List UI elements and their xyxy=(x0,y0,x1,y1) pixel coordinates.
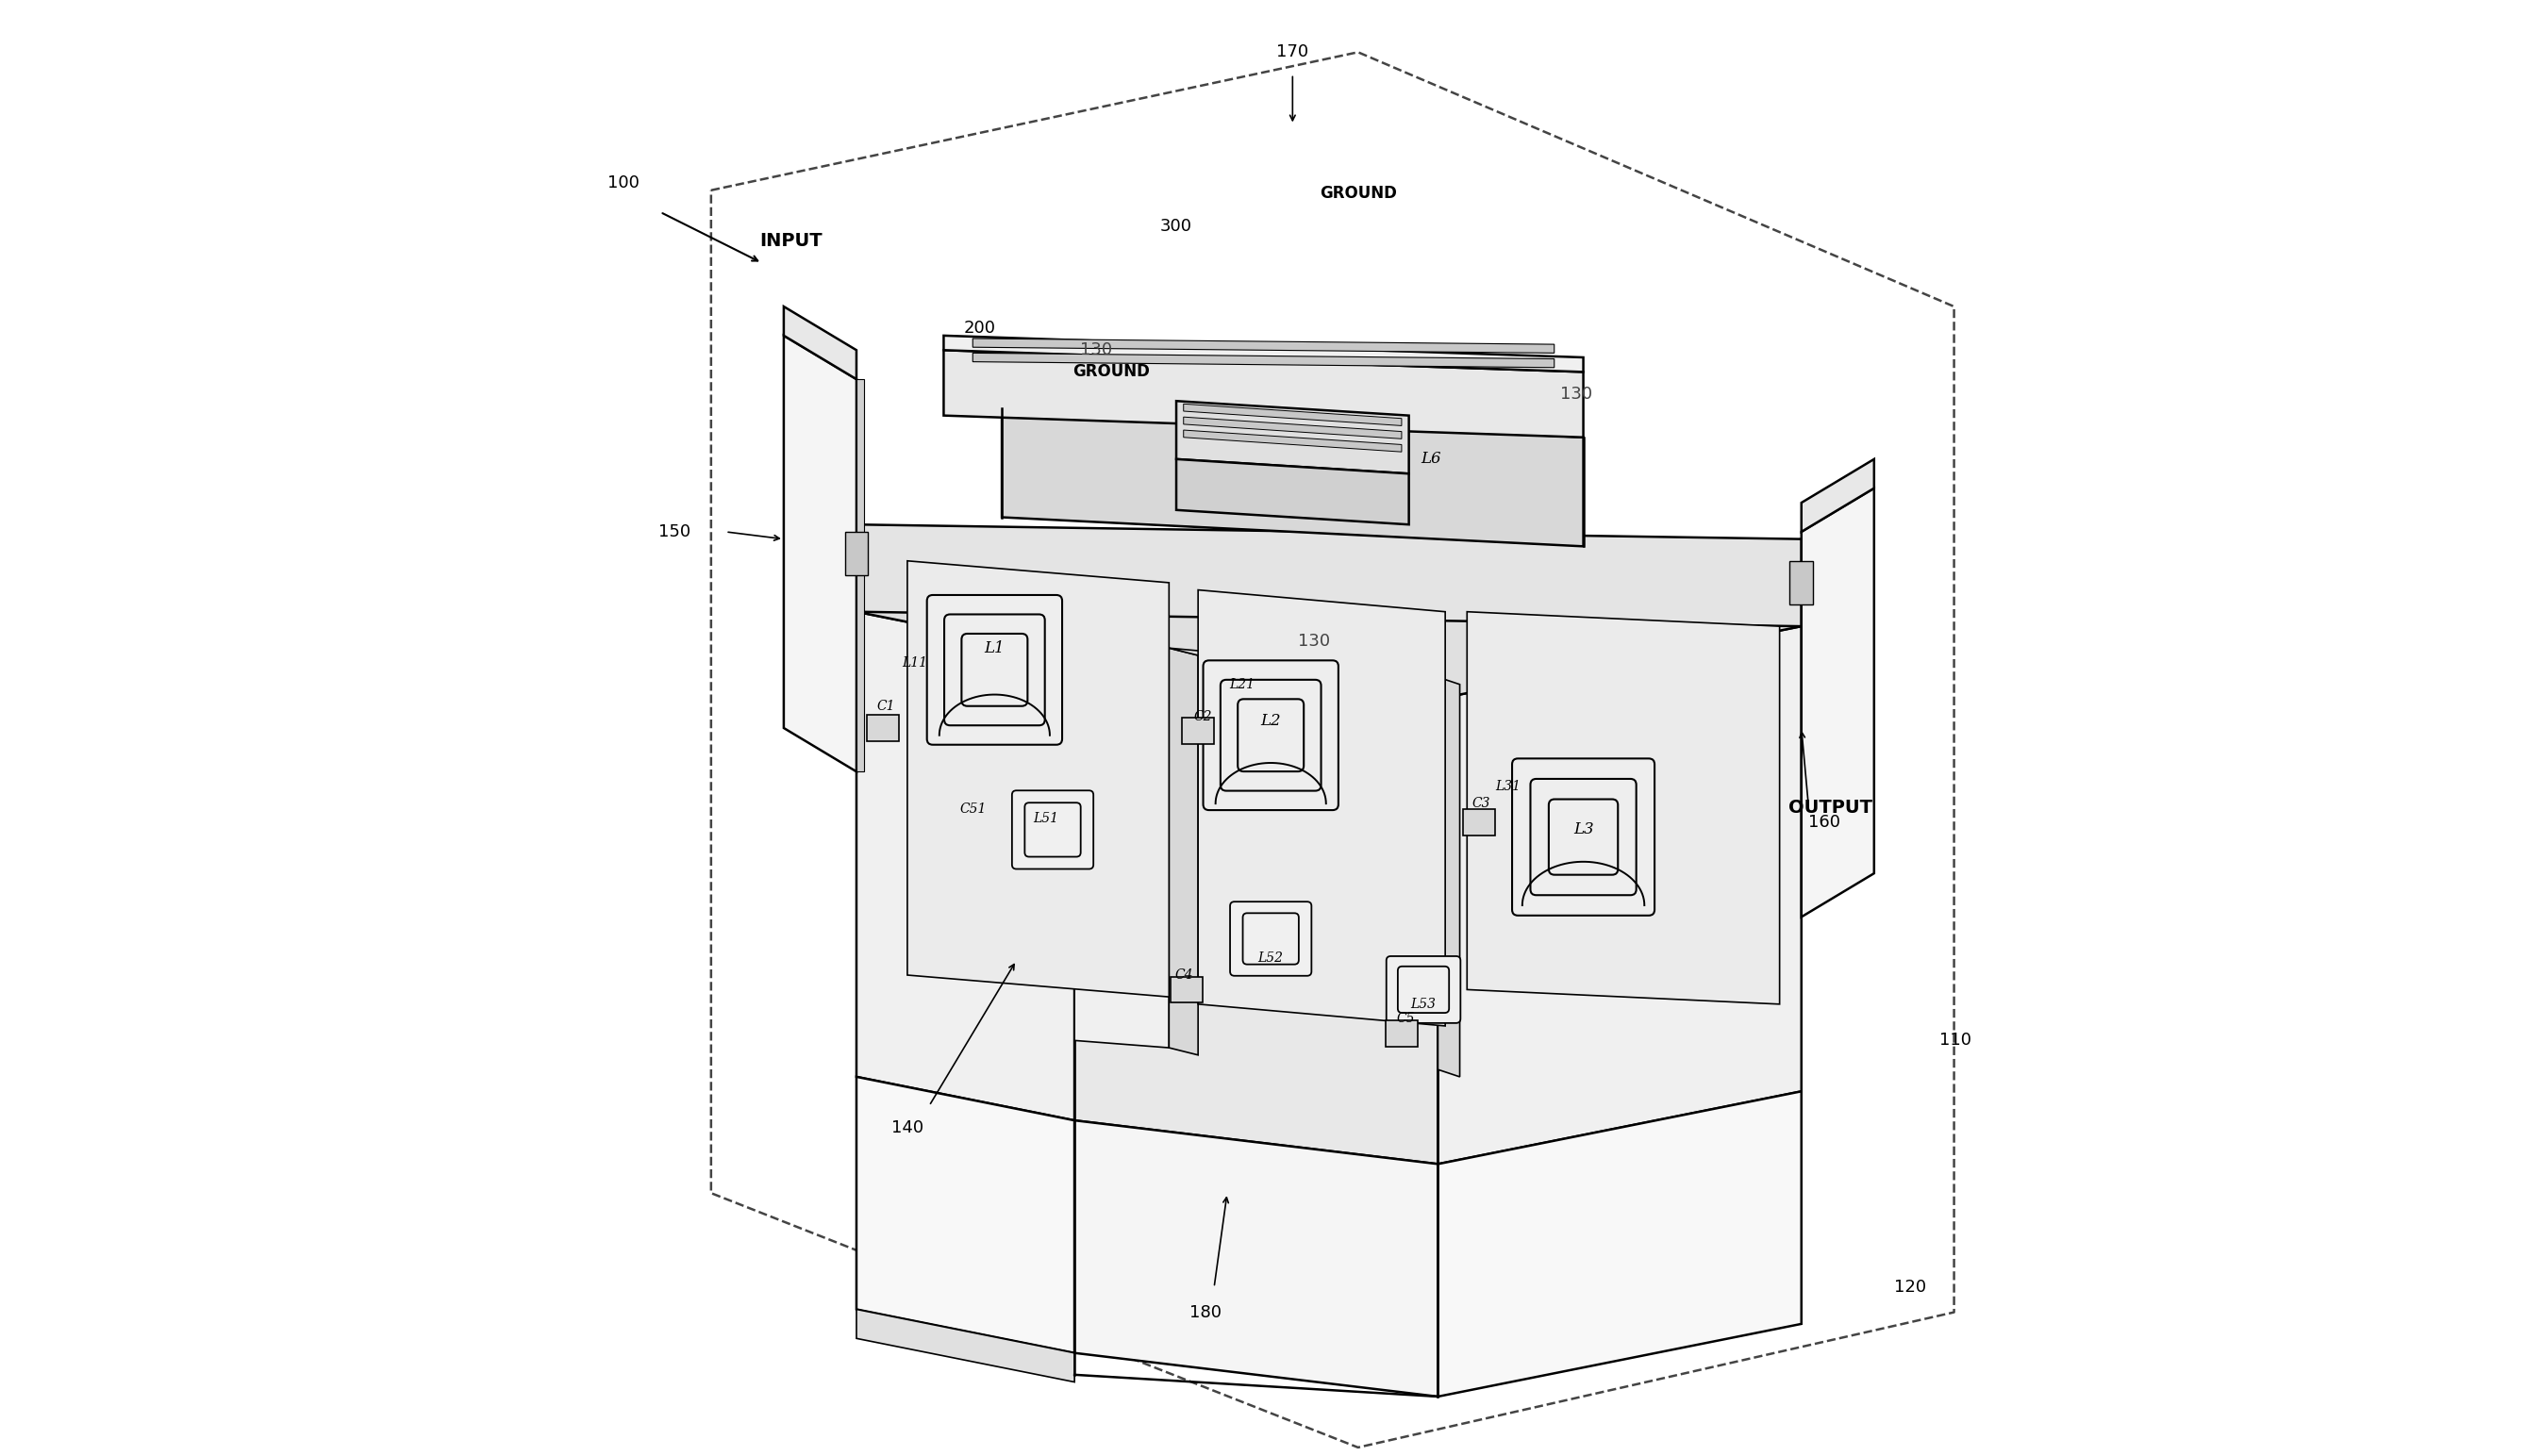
FancyBboxPatch shape xyxy=(1511,759,1655,916)
Text: 120: 120 xyxy=(1895,1278,1926,1296)
Polygon shape xyxy=(1802,488,1875,917)
Polygon shape xyxy=(943,349,1584,437)
Polygon shape xyxy=(907,561,1170,997)
FancyBboxPatch shape xyxy=(1387,957,1461,1024)
Polygon shape xyxy=(857,1077,1074,1353)
Text: 160: 160 xyxy=(1809,814,1840,831)
Polygon shape xyxy=(1438,626,1802,1163)
Polygon shape xyxy=(783,307,857,379)
Text: 130: 130 xyxy=(1299,632,1332,649)
Polygon shape xyxy=(1183,416,1402,438)
FancyBboxPatch shape xyxy=(927,596,1061,744)
Bar xyxy=(1789,561,1812,604)
Text: L52: L52 xyxy=(1258,951,1284,964)
Text: L11: L11 xyxy=(902,657,927,670)
Text: L2: L2 xyxy=(1261,713,1281,729)
Text: GROUND: GROUND xyxy=(1071,364,1150,380)
Polygon shape xyxy=(1074,655,1438,1163)
Polygon shape xyxy=(1183,430,1402,451)
Polygon shape xyxy=(1802,459,1875,531)
Text: L51: L51 xyxy=(1034,811,1059,824)
Bar xyxy=(1385,1021,1418,1047)
Text: L53: L53 xyxy=(1410,997,1435,1010)
Text: L3: L3 xyxy=(1574,821,1595,837)
Polygon shape xyxy=(973,352,1554,367)
Text: 130: 130 xyxy=(1079,342,1112,358)
Text: C51: C51 xyxy=(960,802,986,815)
FancyBboxPatch shape xyxy=(1231,901,1312,976)
Text: C4: C4 xyxy=(1175,968,1193,981)
Polygon shape xyxy=(1468,612,1779,1005)
FancyBboxPatch shape xyxy=(1011,791,1094,869)
Text: 180: 180 xyxy=(1190,1303,1221,1321)
Text: 150: 150 xyxy=(660,523,690,540)
Bar xyxy=(844,531,869,575)
Polygon shape xyxy=(1183,403,1402,425)
Bar xyxy=(1183,718,1213,744)
Polygon shape xyxy=(857,1309,1074,1382)
Text: L1: L1 xyxy=(986,641,1006,657)
Polygon shape xyxy=(1170,648,1198,1056)
Bar xyxy=(1463,810,1493,836)
Polygon shape xyxy=(1175,459,1410,524)
Text: 110: 110 xyxy=(1941,1032,1971,1048)
Polygon shape xyxy=(1170,648,1438,677)
Polygon shape xyxy=(1074,655,1170,1048)
Polygon shape xyxy=(857,612,1074,1121)
Text: C3: C3 xyxy=(1473,796,1491,810)
Polygon shape xyxy=(1438,1092,1802,1396)
Text: INPUT: INPUT xyxy=(761,232,821,250)
Text: C5: C5 xyxy=(1397,1012,1415,1025)
Polygon shape xyxy=(857,524,1802,699)
Text: GROUND: GROUND xyxy=(1319,185,1397,201)
Polygon shape xyxy=(857,379,864,772)
Polygon shape xyxy=(1198,590,1445,1026)
Text: 200: 200 xyxy=(963,320,996,336)
Text: OUTPUT: OUTPUT xyxy=(1789,799,1873,817)
Text: L21: L21 xyxy=(1228,678,1253,692)
Polygon shape xyxy=(1175,400,1410,473)
Bar xyxy=(867,715,900,741)
Text: 100: 100 xyxy=(609,175,639,192)
Text: C1: C1 xyxy=(877,699,895,713)
Polygon shape xyxy=(1074,1121,1438,1396)
Polygon shape xyxy=(783,335,857,772)
Bar xyxy=(1170,977,1203,1003)
Polygon shape xyxy=(857,524,1802,626)
Polygon shape xyxy=(973,338,1554,352)
Text: 130: 130 xyxy=(1559,386,1592,402)
Text: 140: 140 xyxy=(892,1120,922,1136)
Polygon shape xyxy=(943,335,1584,371)
Polygon shape xyxy=(1001,408,1584,546)
Text: 170: 170 xyxy=(1276,44,1309,61)
FancyBboxPatch shape xyxy=(1203,661,1339,810)
Text: C2: C2 xyxy=(1193,709,1210,724)
Text: L31: L31 xyxy=(1496,779,1521,792)
Polygon shape xyxy=(1438,677,1461,1077)
Text: 300: 300 xyxy=(1160,218,1193,234)
Text: L6: L6 xyxy=(1420,451,1440,467)
